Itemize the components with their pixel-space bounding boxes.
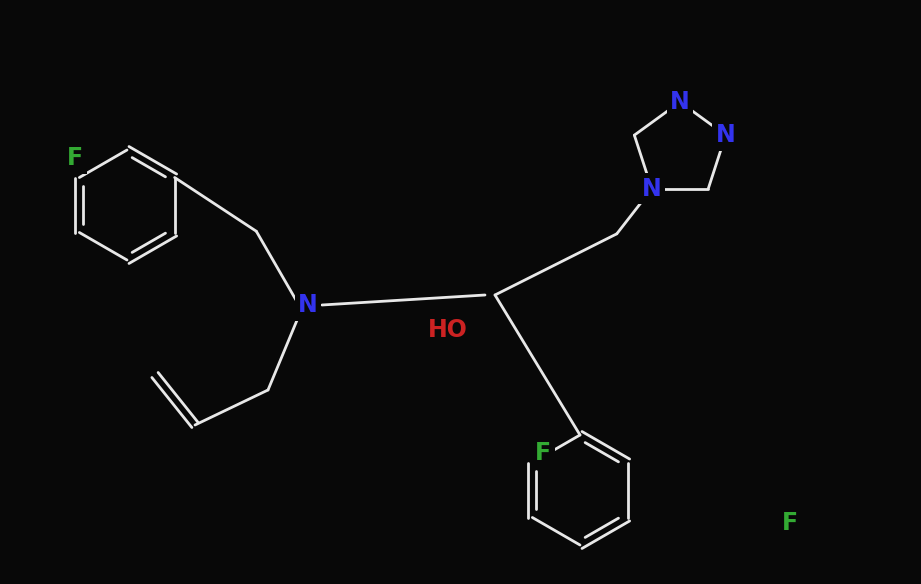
Text: N: N — [642, 177, 661, 201]
Text: N: N — [298, 293, 318, 317]
Text: F: F — [535, 441, 551, 465]
Text: N: N — [716, 123, 736, 147]
Text: F: F — [782, 511, 799, 535]
Text: F: F — [67, 146, 83, 170]
Text: N: N — [670, 90, 690, 114]
Text: HO: HO — [428, 318, 468, 342]
